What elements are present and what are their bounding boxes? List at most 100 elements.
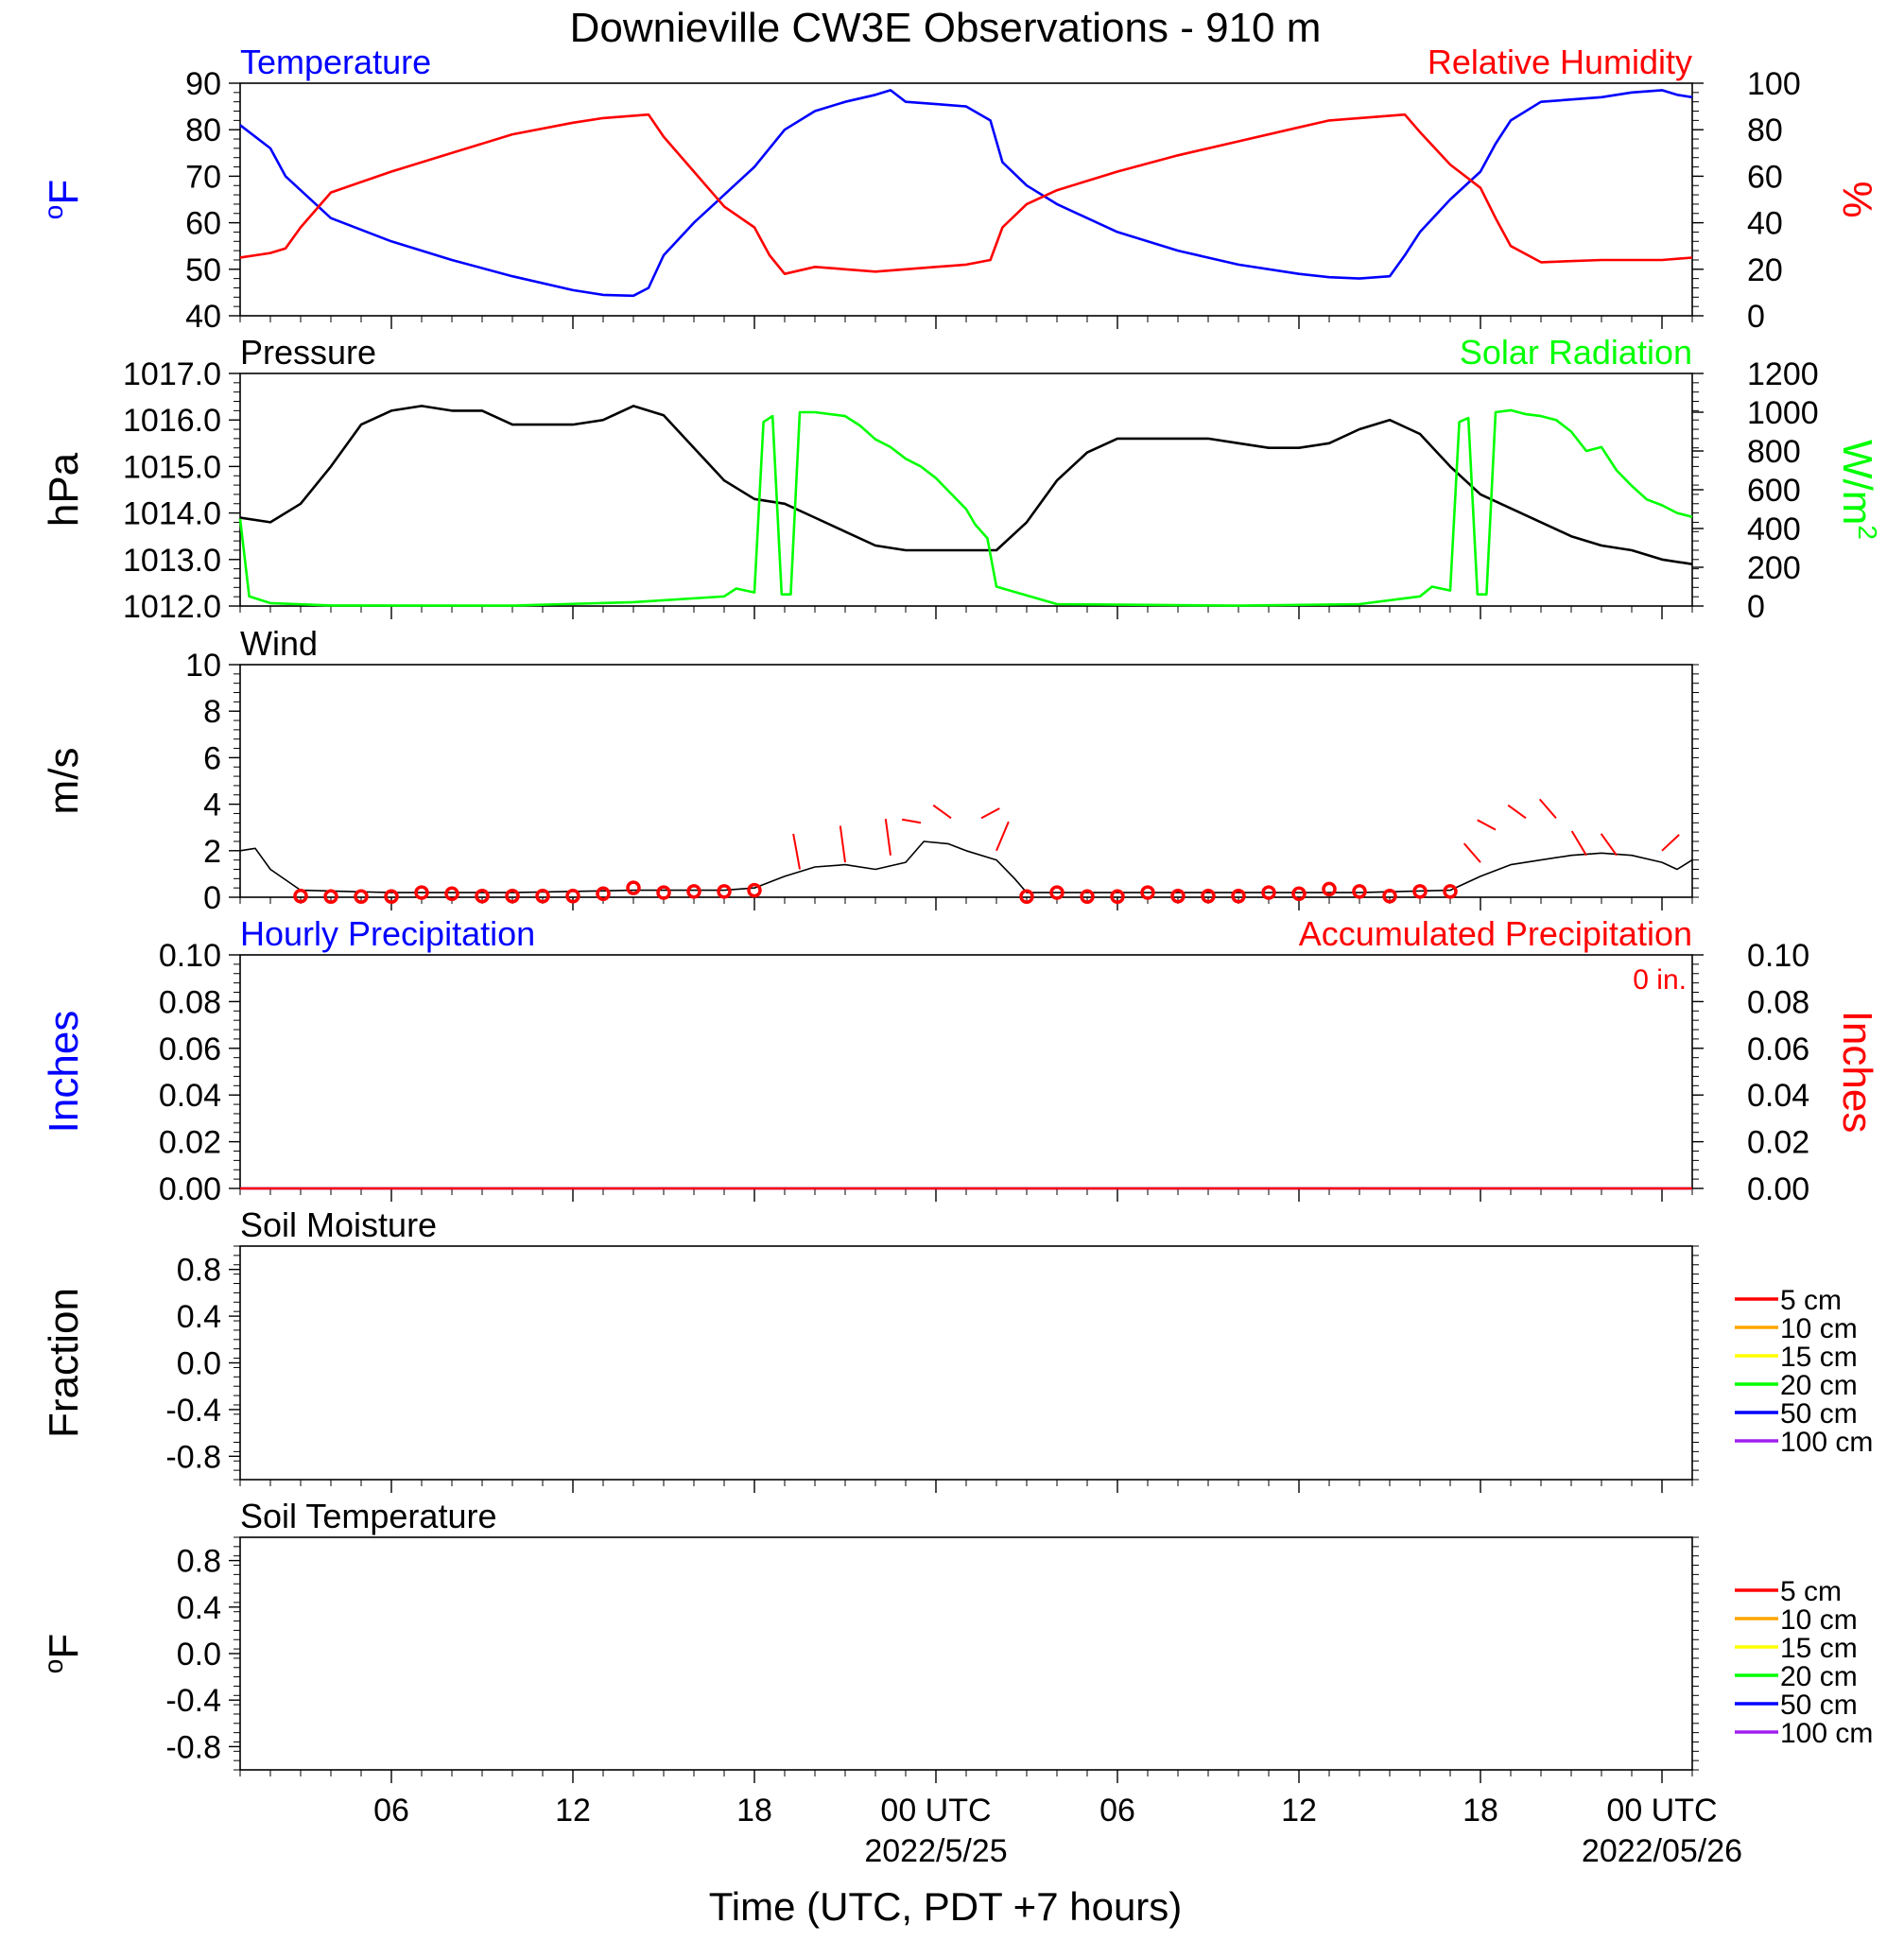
wind-barb (839, 825, 846, 863)
calm-wind-marker (1231, 889, 1246, 904)
legend-item: 10 cm (1735, 1313, 1858, 1344)
wind-barb (1507, 804, 1527, 820)
y-axis-label-left: m/s (41, 748, 87, 815)
svg-text:hPa: hPa (41, 452, 87, 527)
svg-text:oF: oF (39, 180, 87, 219)
y-tick-label-right: 1200 (1747, 356, 1819, 392)
legend-label: 15 cm (1780, 1633, 1858, 1664)
y-tick-label-right: 0.10 (1747, 938, 1809, 974)
y-tick-label-left: 10 (185, 648, 221, 684)
calm-wind-marker (565, 889, 580, 904)
calm-wind-marker (1352, 884, 1367, 899)
wind-barb (980, 807, 1000, 820)
legend-label: 15 cm (1780, 1342, 1858, 1373)
y-tick-label-left: 0.02 (159, 1125, 221, 1161)
y-tick-label-left: 1014.0 (123, 496, 221, 532)
y-tick-label-left: 8 (203, 694, 221, 730)
figure-title: Downieville CW3E Observations - 910 m (570, 5, 1322, 51)
y-tick-label-left: 1015.0 (123, 449, 221, 485)
calm-wind-marker (414, 885, 429, 900)
x-date-label: 2022/05/26 (1582, 1833, 1742, 1869)
y-tick-label-left: 0.0 (177, 1637, 221, 1672)
x-tick-label: 00 UTC (880, 1793, 991, 1828)
y-tick-label-left: 70 (185, 159, 221, 195)
y-tick-label-right: 100 (1747, 66, 1801, 102)
y-tick-label-right: 1000 (1747, 395, 1819, 431)
svg-text:W/m2: W/m2 (1834, 440, 1882, 540)
legend-item: 15 cm (1735, 1342, 1858, 1373)
y-tick-label-left: 1016.0 (123, 403, 221, 439)
legend-label: 100 cm (1780, 1427, 1873, 1458)
calm-wind-marker (384, 889, 399, 905)
legend-label: 20 cm (1780, 1370, 1858, 1401)
calm-wind-marker (1322, 881, 1337, 897)
y-tick-label-left: 0.06 (159, 1031, 221, 1067)
calm-wind-marker (747, 882, 762, 898)
calm-wind-marker (1019, 889, 1034, 905)
x-tick-label: 00 UTC (1606, 1793, 1717, 1828)
wind-barb (1661, 834, 1680, 852)
y-tick-label-left: 80 (185, 113, 221, 148)
wind-barb (1538, 798, 1557, 820)
calm-wind-marker (656, 885, 671, 900)
panel-title-left: Soil Temperature (240, 1497, 496, 1535)
y-axis-label-right: Inches (1834, 1011, 1880, 1134)
legend-label: 100 cm (1780, 1718, 1873, 1749)
panel-soil-moisture: -0.8 -0.4 0.0 0.4 0.8 Soil Moisture Fraction 5 … (41, 1205, 1873, 1493)
panel-precipitation: 0.00 0.02 0.04 0.06 0.08 0.10 0.00 0.02 0.04 0.06… (41, 914, 1880, 1207)
legend-item: 50 cm (1735, 1398, 1858, 1430)
y-tick-label-left: 60 (185, 206, 221, 242)
y-tick-label-left: 0.4 (177, 1299, 221, 1335)
wind-barb (1600, 833, 1618, 857)
wind-barb (1570, 830, 1587, 857)
y-axis-label-left: Inches (41, 1011, 87, 1134)
panel-title-left: Temperature (240, 43, 431, 81)
y-tick-label-right: 0.06 (1747, 1031, 1809, 1067)
y-tick-label-left: 0.8 (177, 1253, 221, 1289)
y-tick-label-left: 0.4 (177, 1590, 221, 1626)
x-tick-label: 06 (373, 1793, 409, 1828)
y-tick-label-left: 90 (185, 66, 221, 102)
legend-item: 50 cm (1735, 1690, 1858, 1721)
legend-item: 20 cm (1735, 1370, 1858, 1401)
y-tick-label-right: 0 (1747, 299, 1765, 335)
y-tick-label-right: 60 (1747, 159, 1783, 195)
calm-wind-marker (1382, 889, 1397, 904)
series-pressure (239, 405, 1693, 565)
panel-title-right: Relative Humidity (1428, 43, 1692, 81)
y-axis-label-right: % (1834, 181, 1880, 217)
calm-wind-marker (1080, 889, 1095, 905)
y-tick-label-right: 40 (1747, 206, 1783, 242)
y-tick-label-right: 200 (1747, 550, 1801, 586)
y-tick-label-left: 1012.0 (123, 589, 221, 625)
y-tick-label-left: -0.8 (165, 1439, 221, 1475)
plot-frame (239, 664, 1693, 898)
y-tick-label-left: 0.08 (159, 984, 221, 1020)
y-tick-label-left: 0.10 (159, 938, 221, 974)
calm-wind-marker (1140, 885, 1155, 900)
y-tick-label-left: 0.00 (159, 1171, 221, 1207)
wind-barb (792, 833, 801, 870)
panel-pressure-solar: 1012.0 1013.0 1014.0 1015.0 1016.0 1017.0 0200… (41, 333, 1882, 625)
svg-text:Inches: Inches (1834, 1011, 1880, 1134)
y-tick-label-right: 0 (1747, 589, 1765, 625)
wind-barb (901, 818, 922, 824)
calm-wind-marker (1291, 886, 1307, 902)
panel-title-left: Hourly Precipitation (240, 914, 535, 953)
x-date-label: 2022/5/25 (864, 1833, 1007, 1869)
svg-text:%: % (1834, 181, 1880, 217)
legend-item: 5 cm (1735, 1576, 1842, 1607)
svg-text:oF: oF (39, 1634, 87, 1673)
legend-item: 5 cm (1735, 1285, 1842, 1316)
y-axis-label-right: W/m2 (1834, 440, 1882, 540)
calm-wind-marker (1443, 884, 1458, 899)
y-tick-label-left: 1013.0 (123, 543, 221, 579)
wind-barb (1477, 819, 1497, 831)
legend-item: 100 cm (1735, 1718, 1873, 1749)
wind-barb (884, 818, 891, 856)
y-tick-label-left: 0.04 (159, 1078, 221, 1114)
y-tick-label-left: 2 (203, 834, 221, 870)
calm-wind-marker (293, 889, 308, 904)
